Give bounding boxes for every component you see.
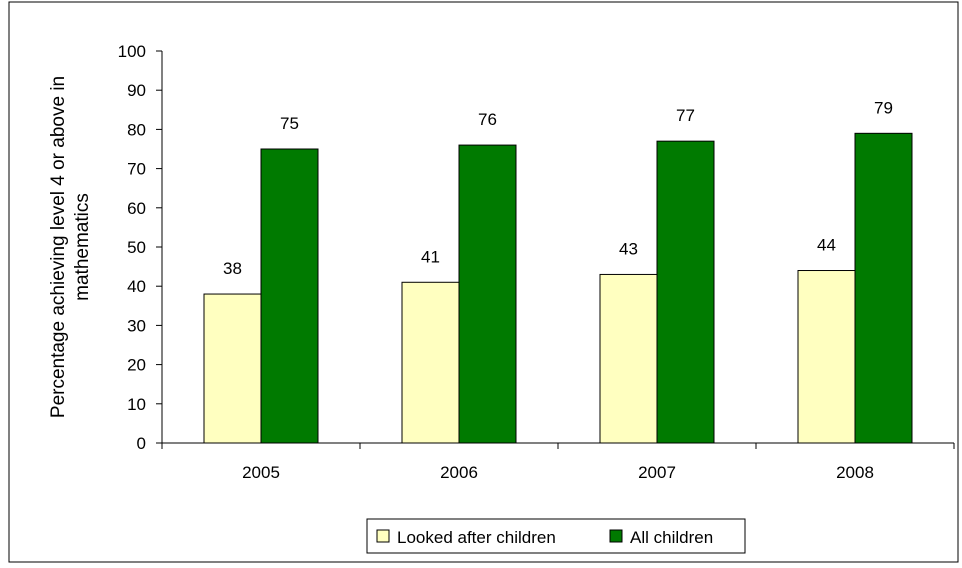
data-label: 38 [223,259,242,278]
bar-all-children [260,148,319,444]
x-tick-label: 2005 [242,463,280,482]
bar-all-children [656,140,715,444]
bar-all-children [458,144,517,444]
x-tick-label: 2008 [836,463,874,482]
data-label: 77 [676,106,695,125]
data-label: 43 [619,239,638,258]
y-axis-title-line: mathematics [72,193,93,301]
y-tick-label: 100 [118,42,146,61]
x-tick-label: 2007 [638,463,676,482]
bar-looked-after-children [797,270,856,444]
legend-label: All children [630,528,713,547]
legend-swatch [376,529,390,543]
y-tick-label: 20 [127,356,146,375]
y-tick-label: 0 [137,434,146,453]
x-tick-label: 2006 [440,463,478,482]
bar-looked-after-children [203,293,262,444]
bar-looked-after-children [401,281,460,444]
plot-area: 0 10 20 30 40 50 60 70 80 90 100 38 75 41 76 43 77 44 79 20… [118,42,955,482]
bar-looked-after-children [599,273,658,444]
y-tick-label: 30 [127,316,146,335]
data-label: 76 [478,110,497,129]
data-label: 75 [280,114,299,133]
legend: Looked after children All children [366,518,746,554]
data-label: 44 [817,236,836,255]
y-tick-label: 60 [127,199,146,218]
data-label: 79 [874,98,893,117]
y-tick-label: 50 [127,238,146,257]
legend-box [366,518,746,554]
y-tick-label: 40 [127,277,146,296]
data-label: 41 [421,247,440,266]
y-tick-label: 70 [127,160,146,179]
y-tick-label: 90 [127,81,146,100]
y-axis-title-line: Percentage achieving level 4 or above in [48,76,69,418]
legend-swatch [609,529,623,543]
y-tick-label: 10 [127,395,146,414]
legend-label: Looked after children [397,528,556,547]
y-tick-label: 80 [127,120,146,139]
y-axis-title-text: Percentage achieving level 4 or above in… [48,76,93,418]
bar-all-children [854,132,913,444]
y-axis-title: Percentage achieving level 4 or above in… [48,76,93,418]
